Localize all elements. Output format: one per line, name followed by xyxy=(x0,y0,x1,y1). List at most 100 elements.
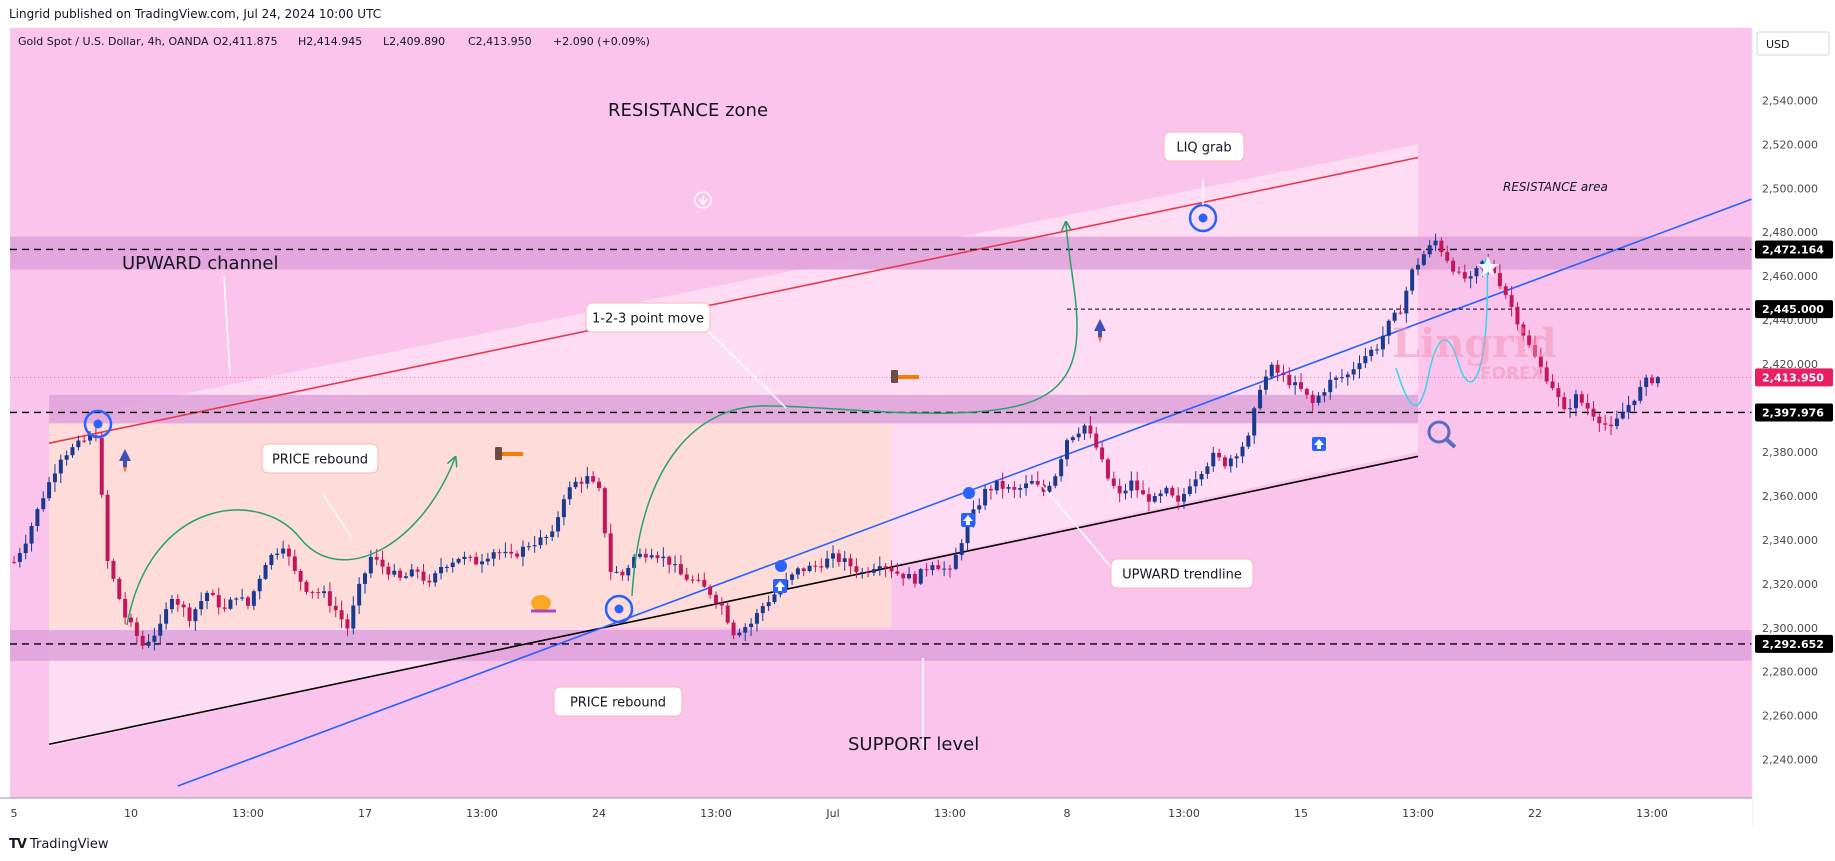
trendline-touch-dot-1 xyxy=(775,560,787,572)
candle-body xyxy=(292,556,297,571)
candle-body xyxy=(983,488,988,506)
price-level-tag xyxy=(1755,403,1833,422)
candle-body xyxy=(462,556,467,559)
candle-body xyxy=(1521,324,1526,336)
candle-body xyxy=(1562,397,1567,410)
tradingview-logo[interactable]: TV TradingView xyxy=(9,837,108,852)
ohlc-open: O2,411.875 xyxy=(213,35,278,48)
candle-body xyxy=(456,558,461,563)
candle-body xyxy=(304,581,309,592)
candle-body xyxy=(1638,386,1643,401)
candle-body xyxy=(134,622,139,636)
candle-body xyxy=(772,594,777,603)
candle-body xyxy=(1146,494,1151,502)
currency-box[interactable] xyxy=(1756,31,1830,56)
candle-body xyxy=(228,599,233,609)
candle-body xyxy=(1404,290,1409,314)
candle-body xyxy=(1100,447,1105,460)
candle-body xyxy=(1626,405,1631,413)
candle-body xyxy=(433,573,438,583)
magnifier-icon xyxy=(1427,420,1451,444)
candle-body xyxy=(538,537,543,546)
candle-body xyxy=(17,553,22,562)
label-liq-grab: LIQ grab xyxy=(1176,141,1231,156)
candle-body xyxy=(877,566,882,570)
magnifier-handle xyxy=(1444,437,1457,449)
candle-body xyxy=(1410,269,1415,291)
y-tick-label: 2,300.000 xyxy=(1762,622,1818,635)
y-tick-label: 2,360.000 xyxy=(1762,490,1818,503)
candle-body xyxy=(1170,487,1175,496)
candle-body xyxy=(316,592,321,594)
candle-body xyxy=(1012,487,1017,490)
candle-body xyxy=(1316,395,1321,403)
candle-body xyxy=(1240,446,1245,457)
candle-body xyxy=(912,573,917,584)
candle-body xyxy=(673,564,678,566)
candle-body xyxy=(924,569,929,571)
candle-body xyxy=(1416,264,1420,270)
candle-body xyxy=(550,531,555,537)
candle-body xyxy=(684,574,689,580)
arrow-up-box-icon-glyph xyxy=(963,515,973,525)
price-level-label: 2,397.976 xyxy=(1762,406,1824,419)
projection-path xyxy=(1395,260,1487,407)
candle-body xyxy=(1456,271,1461,273)
price-level-tag xyxy=(1755,240,1833,259)
candle-body xyxy=(1246,435,1251,447)
candle-body xyxy=(1509,295,1514,307)
candle-body xyxy=(1293,382,1298,386)
support-trendline xyxy=(48,455,1419,746)
candle-body xyxy=(532,545,537,547)
candle-body xyxy=(1006,487,1011,489)
candle-body xyxy=(175,598,180,605)
candle-body xyxy=(421,571,426,581)
price-scale[interactable] xyxy=(1752,28,1835,826)
candle-body xyxy=(866,572,871,574)
candle-body xyxy=(1070,437,1075,441)
candle-body xyxy=(719,603,724,606)
candle-body xyxy=(760,606,765,614)
hammer-icon xyxy=(497,452,523,456)
candle-body xyxy=(1217,452,1222,458)
candle-body xyxy=(567,487,572,500)
candle-body xyxy=(1609,424,1614,427)
candle-body xyxy=(807,565,812,572)
label-price-rebound-2-box xyxy=(553,686,683,717)
circle-marker-rebound-dot xyxy=(614,604,624,614)
candle-body xyxy=(35,509,40,527)
candle-body xyxy=(1152,496,1157,502)
candle-body xyxy=(889,567,894,572)
candle-body xyxy=(474,556,479,565)
candle-body xyxy=(708,586,713,595)
candle-body xyxy=(210,592,215,595)
candle-body xyxy=(123,598,128,618)
label-point-move: 1-2-3 point move xyxy=(592,312,704,327)
y-tick-label: 2,460.000 xyxy=(1762,270,1818,283)
label-upward-channel: UPWARD channel xyxy=(122,253,278,274)
candle-body xyxy=(82,440,87,442)
candle-body xyxy=(164,609,169,624)
candle-body xyxy=(1433,240,1438,246)
candle-body xyxy=(41,498,46,510)
x-tick-label: 13:00 xyxy=(1636,807,1668,820)
candle-body xyxy=(286,548,291,557)
candle-body xyxy=(1380,335,1385,350)
candle-body xyxy=(497,552,502,554)
candle-body xyxy=(994,480,999,491)
last-price-label: 2,413.950 xyxy=(1762,371,1824,384)
candle-body xyxy=(1351,369,1356,375)
candle-body xyxy=(573,481,578,488)
candle-body xyxy=(948,568,952,570)
candle-body xyxy=(1334,377,1339,380)
time-scale[interactable] xyxy=(0,798,1752,826)
candle-body xyxy=(579,481,584,484)
circle-marker-left xyxy=(83,409,113,439)
candle-body xyxy=(1357,363,1362,370)
candle-body xyxy=(1117,485,1122,494)
candle-body xyxy=(1205,466,1210,474)
candle-body xyxy=(263,565,268,579)
candle-body xyxy=(251,591,256,606)
candle-body xyxy=(749,623,754,628)
